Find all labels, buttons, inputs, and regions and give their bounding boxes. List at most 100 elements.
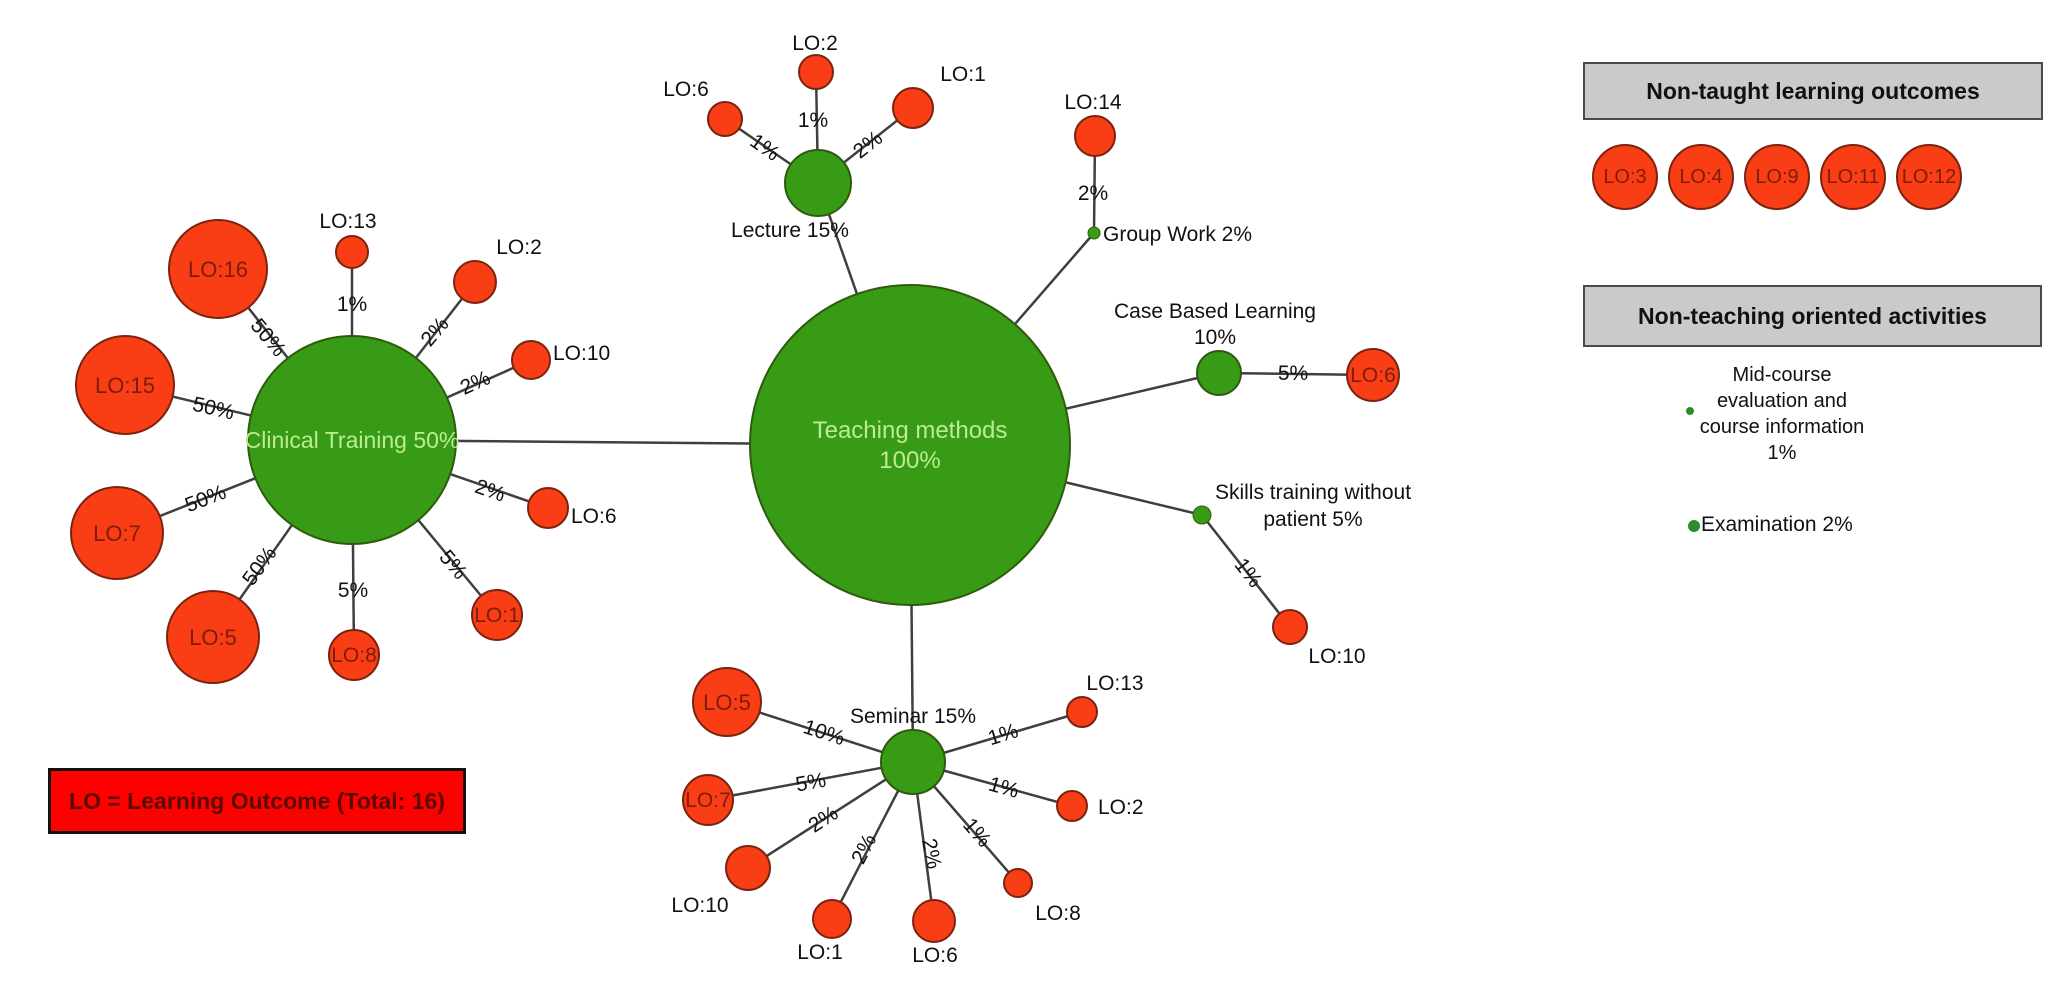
node-sem-lo2 [1056,790,1088,822]
non-taught-header: Non-taught learning outcomes [1583,62,2043,120]
midcourse-label-line2: evaluation and [1716,390,1848,412]
node-cbl-lo6 [1346,348,1400,402]
edge-label-sem-lo6: 2% [917,836,946,870]
edge-label-sem-lo7: 5% [794,769,828,797]
node-lec-lo6 [707,101,743,137]
node-sem-lo8 [1003,868,1033,898]
node-label-cl-lo1: LO:1 [474,604,520,627]
non-taught-lo-circle: LO:9 [1744,144,1810,210]
node-label-clinical: Clinical Training 50% [245,427,460,453]
node-skills [1192,505,1212,525]
edge-label-sk-lo10: 1% [1230,554,1267,592]
non-taught-lo-circle: LO:11 [1820,144,1886,210]
midcourse-label-line1: Mid-course [1732,364,1832,386]
node-label-sem-lo5: LO:5 [703,690,751,715]
node-label-sk-lo10: LO:10 [1308,645,1365,668]
node-label-sem-lo13: LO:13 [1086,672,1143,695]
edge-label-gw-lo14: 2% [1078,182,1108,205]
node-seminar [880,729,946,795]
midcourse-label-line4: 1% [1767,442,1797,464]
node-label-cbl-line2: 10% [1194,326,1236,349]
node-lecture [784,149,852,217]
edge-label-sem-lo5: 10% [800,715,847,750]
node-gw-lo14 [1074,115,1116,157]
node-cl-lo6 [527,487,569,529]
node-teaching [749,284,1071,606]
edge-label-cl-lo6: 2% [472,475,508,507]
node-label-teaching-line1: Teaching methods [813,417,1008,444]
examination-dot [1688,520,1700,532]
node-label-sem-lo10: LO:10 [671,894,728,917]
non-taught-lo-circle: LO:3 [1592,144,1658,210]
examination-label: Examination 2% [1701,513,1853,536]
non-teaching-header-label: Non-teaching oriented activities [1638,302,1987,329]
node-label-gw-lo14: LO:14 [1064,91,1122,114]
node-label-lec-lo2: LO:2 [792,32,838,55]
edge-label-cl-lo10: 2% [457,366,494,399]
node-cl-lo7 [70,486,164,580]
non-teaching-header: Non-teaching oriented activities [1583,285,2042,347]
midcourse-dot [1686,407,1694,415]
node-label-sem-lo2: LO:2 [1098,796,1144,819]
node-label-cl-lo5: LO:5 [189,625,237,650]
non-taught-lo-circle: LO:12 [1896,144,1962,210]
edge-label-cl-lo15: 50% [190,393,236,425]
node-cl-lo1 [471,589,523,641]
legend-box: LO = Learning Outcome (Total: 16) [48,768,466,834]
node-label-groupwork: Group Work 2% [1103,223,1252,246]
node-clinical [247,335,457,545]
midcourse-label-line3: course information [1699,416,1865,438]
node-label-sem-lo7: LO:7 [685,789,731,812]
node-cl-lo15 [75,335,175,435]
edge-label-sem-lo13: 1% [985,719,1021,750]
node-label-cl-lo8: LO:8 [331,644,377,667]
node-groupwork [1087,226,1101,240]
node-label-sem-lo8: LO:8 [1035,902,1081,925]
node-sk-lo10 [1272,609,1308,645]
edge-label-cbl-lo6: 5% [1278,362,1308,385]
edge-label-cl-lo13: 1% [337,293,367,316]
node-cl-lo2 [453,260,497,304]
node-label-cl-lo15: LO:15 [95,373,155,398]
node-sem-lo10 [725,845,771,891]
node-label-cl-lo10: LO:10 [553,342,610,365]
node-label-cl-lo2: LO:2 [496,236,542,259]
edge-label-cl-lo8: 5% [338,579,368,602]
node-cl-lo13 [335,235,369,269]
node-sem-lo13 [1066,696,1098,728]
node-label-lec-lo1: LO:1 [940,63,986,86]
node-sem-lo5 [692,667,762,737]
node-label-cl-lo16: LO:16 [188,257,248,282]
node-sem-lo7 [682,774,734,826]
node-label-skills-line1: Skills training without [1215,481,1411,504]
node-label-sem-lo6: LO:6 [912,944,958,967]
node-label-cl-lo6: LO:6 [571,505,617,528]
node-lec-lo1 [892,87,934,129]
node-label-seminar: Seminar 15% [850,705,976,728]
node-label-cl-lo13: LO:13 [319,210,376,233]
node-label-cbl-line1: Case Based Learning [1114,300,1316,323]
edge-label-lec-lo2: 1% [798,109,828,132]
non-taught-header-label: Non-taught learning outcomes [1646,77,1980,104]
node-cl-lo8 [328,629,380,681]
node-cbl [1196,350,1242,396]
node-cl-lo16 [168,219,268,319]
edge-label-sem-lo10: 2% [804,802,842,838]
edge-label-cl-lo7: 50% [182,481,229,518]
edge-sem-lo7-seminar [707,760,914,802]
non-taught-circles-row: LO:3 LO:4 LO:9 LO:11 LO:12 [1592,144,1962,210]
node-label-lec-lo6: LO:6 [663,78,709,101]
node-cl-lo5 [166,590,260,684]
node-label-cl-lo7: LO:7 [93,521,141,546]
node-lec-lo2 [798,54,834,90]
edge-label-lec-lo6: 1% [746,130,784,166]
node-cl-lo10 [511,340,551,380]
node-label-sem-lo1: LO:1 [797,941,843,964]
non-taught-lo-circle: LO:4 [1668,144,1734,210]
node-label-lecture: Lecture 15% [731,219,849,242]
edge-sk-lo10-skills [1201,514,1291,628]
midcourse-label: Mid-course evaluation and course informa… [1662,362,1902,466]
node-label-cbl-lo6: LO:6 [1350,364,1396,387]
